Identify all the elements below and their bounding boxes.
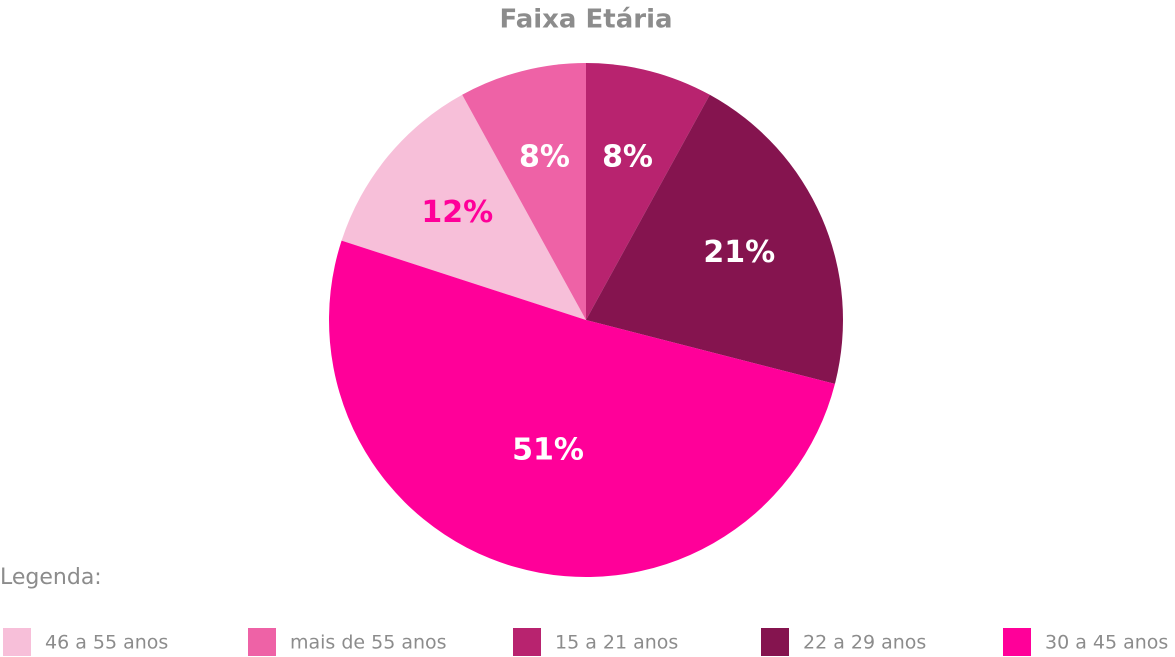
legend-label: 30 a 45 anos xyxy=(1045,632,1168,654)
pie-slice xyxy=(586,63,710,320)
legend-swatch xyxy=(761,628,789,656)
pie-slice xyxy=(341,94,586,320)
legend-swatch xyxy=(513,628,541,656)
data-label: 51% xyxy=(512,432,584,467)
data-label: 8% xyxy=(602,140,653,175)
data-label: 12% xyxy=(421,195,493,230)
legend-label: 46 a 55 anos xyxy=(45,632,168,654)
pie-slice xyxy=(329,240,835,577)
legend-label: mais de 55 anos xyxy=(290,632,447,654)
pie-slice xyxy=(462,63,586,320)
data-label: 8% xyxy=(519,140,570,175)
legend-swatch xyxy=(248,628,276,656)
data-label: 21% xyxy=(703,235,775,270)
legend-label: 15 a 21 anos xyxy=(555,632,678,654)
legend-swatch xyxy=(3,628,31,656)
legend-label: 22 a 29 anos xyxy=(803,632,926,654)
legend-title: Legenda: xyxy=(0,565,102,590)
pie-slice xyxy=(586,94,843,384)
chart-title: Faixa Etária xyxy=(499,5,672,35)
legend-swatch xyxy=(1003,628,1031,656)
